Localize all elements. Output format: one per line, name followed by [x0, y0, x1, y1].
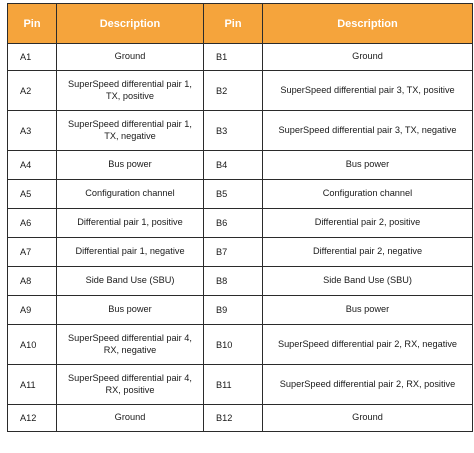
- description-a-text: SuperSpeed differential pair 4, RX, nega…: [68, 333, 192, 355]
- description-a-cell: SuperSpeed differential pair 1, TX, posi…: [56, 70, 204, 111]
- description-b-text: Differential pair 2, positive: [314, 217, 421, 228]
- description-a-cell: Side Band Use (SBU): [56, 266, 204, 296]
- pin-b-cell: B5: [203, 179, 263, 209]
- pin-b-cell: B11: [203, 364, 263, 405]
- table-row: A12 Ground B12 Ground: [7, 404, 473, 432]
- table-header: Pin Description Pin Description: [7, 3, 473, 44]
- description-a-cell: Differential pair 1, positive: [56, 208, 204, 238]
- pin-a-cell: A10: [7, 324, 57, 365]
- pin-a-cell: A2: [7, 70, 57, 111]
- description-b-text: SuperSpeed differential pair 3, TX, nega…: [278, 124, 457, 135]
- pin-a-cell: A3: [7, 110, 57, 151]
- pin-a-cell: A6: [7, 208, 57, 238]
- description-b-text: SuperSpeed differential pair 2, RX, posi…: [279, 378, 456, 389]
- description-a-text: SuperSpeed differential pair 1, TX, posi…: [68, 79, 192, 101]
- table-row: A11 SuperSpeed differential pair 4, RX, …: [7, 364, 473, 405]
- header-pin-left: Pin: [7, 3, 57, 44]
- description-a-cell: Ground: [56, 404, 204, 432]
- pin-b-cell: B4: [203, 150, 263, 180]
- pin-a-cell: A12: [7, 404, 57, 432]
- header-pin-right: Pin: [203, 3, 263, 44]
- pin-b-cell: B12: [203, 404, 263, 432]
- table-row: A5 Configuration channel B5 Configuratio…: [7, 179, 473, 209]
- table-row: A10 SuperSpeed differential pair 4, RX, …: [7, 324, 473, 365]
- description-b-text: Bus power: [345, 159, 390, 170]
- table-row: A9 Bus power B9 Bus power: [7, 295, 473, 325]
- description-a-cell: Bus power: [56, 295, 204, 325]
- pin-a-cell: A7: [7, 237, 57, 267]
- description-a-text: Side Band Use (SBU): [85, 275, 175, 286]
- description-b-cell: Differential pair 2, negative: [262, 237, 473, 267]
- description-a-cell: Ground: [56, 43, 204, 71]
- pin-b-cell: B10: [203, 324, 263, 365]
- pin-a-cell: A1: [7, 43, 57, 71]
- pin-a-cell: A11: [7, 364, 57, 405]
- pin-a-cell: A9: [7, 295, 57, 325]
- header-description-right: Description: [262, 3, 473, 44]
- description-a-text: SuperSpeed differential pair 4, RX, posi…: [68, 373, 192, 395]
- description-b-cell: Bus power: [262, 295, 473, 325]
- description-b-cell: Configuration channel: [262, 179, 473, 209]
- description-b-cell: SuperSpeed differential pair 3, TX, posi…: [262, 70, 473, 111]
- pin-b-cell: B9: [203, 295, 263, 325]
- description-a-cell: SuperSpeed differential pair 1, TX, nega…: [56, 110, 204, 151]
- pin-a-cell: A5: [7, 179, 57, 209]
- table-body: A1 Ground B1 Ground A2 SuperSpeed differ…: [7, 43, 473, 432]
- description-a-text: Differential pair 1, negative: [75, 246, 185, 257]
- description-a-text: Configuration channel: [85, 188, 175, 199]
- header-row: Pin Description Pin Description: [7, 3, 473, 44]
- table-row: A3 SuperSpeed differential pair 1, TX, n…: [7, 110, 473, 151]
- description-a-text: SuperSpeed differential pair 1, TX, nega…: [68, 119, 192, 141]
- description-b-cell: SuperSpeed differential pair 2, RX, nega…: [262, 324, 473, 365]
- table-row: A4 Bus power B4 Bus power: [7, 150, 473, 180]
- header-description-left: Description: [56, 3, 204, 44]
- table-row: A2 SuperSpeed differential pair 1, TX, p…: [7, 70, 473, 111]
- description-a-cell: Configuration channel: [56, 179, 204, 209]
- pin-b-cell: B8: [203, 266, 263, 296]
- description-a-cell: Bus power: [56, 150, 204, 180]
- description-a-cell: SuperSpeed differential pair 4, RX, posi…: [56, 364, 204, 405]
- description-b-cell: Side Band Use (SBU): [262, 266, 473, 296]
- description-b-cell: Differential pair 2, positive: [262, 208, 473, 238]
- description-a-text: Differential pair 1, positive: [77, 217, 183, 228]
- pin-a-cell: A4: [7, 150, 57, 180]
- table-row: A8 Side Band Use (SBU) B8 Side Band Use …: [7, 266, 473, 296]
- pin-b-cell: B7: [203, 237, 263, 267]
- table-row: A6 Differential pair 1, positive B6 Diff…: [7, 208, 473, 238]
- description-b-text: Ground: [352, 51, 383, 62]
- description-a-text: Ground: [114, 51, 146, 62]
- description-b-text: Bus power: [345, 304, 390, 315]
- description-b-text: Differential pair 2, negative: [312, 246, 423, 257]
- description-a-text: Bus power: [108, 304, 152, 315]
- description-b-cell: SuperSpeed differential pair 2, RX, posi…: [262, 364, 473, 405]
- description-b-cell: SuperSpeed differential pair 3, TX, nega…: [262, 110, 473, 151]
- description-b-cell: Ground: [262, 404, 473, 432]
- pin-b-cell: B6: [203, 208, 263, 238]
- description-b-text: Configuration channel: [322, 188, 413, 199]
- description-b-text: SuperSpeed differential pair 2, RX, nega…: [277, 338, 458, 349]
- description-a-cell: Differential pair 1, negative: [56, 237, 204, 267]
- description-a-text: Ground: [114, 412, 146, 423]
- description-a-text: Bus power: [108, 159, 152, 170]
- description-b-text: Ground: [352, 412, 383, 423]
- pin-table: Pin Description Pin Description A1 Groun…: [7, 3, 473, 432]
- table-row: A7 Differential pair 1, negative B7 Diff…: [7, 237, 473, 267]
- pin-b-cell: B1: [203, 43, 263, 71]
- pin-a-cell: A8: [7, 266, 57, 296]
- description-b-text: Side Band Use (SBU): [323, 275, 412, 286]
- description-a-cell: SuperSpeed differential pair 4, RX, nega…: [56, 324, 204, 365]
- description-b-text: SuperSpeed differential pair 3, TX, posi…: [280, 84, 455, 95]
- description-b-cell: Ground: [262, 43, 473, 71]
- pin-b-cell: B3: [203, 110, 263, 151]
- table-row: A1 Ground B1 Ground: [7, 43, 473, 71]
- pin-b-cell: B2: [203, 70, 263, 111]
- description-b-cell: Bus power: [262, 150, 473, 180]
